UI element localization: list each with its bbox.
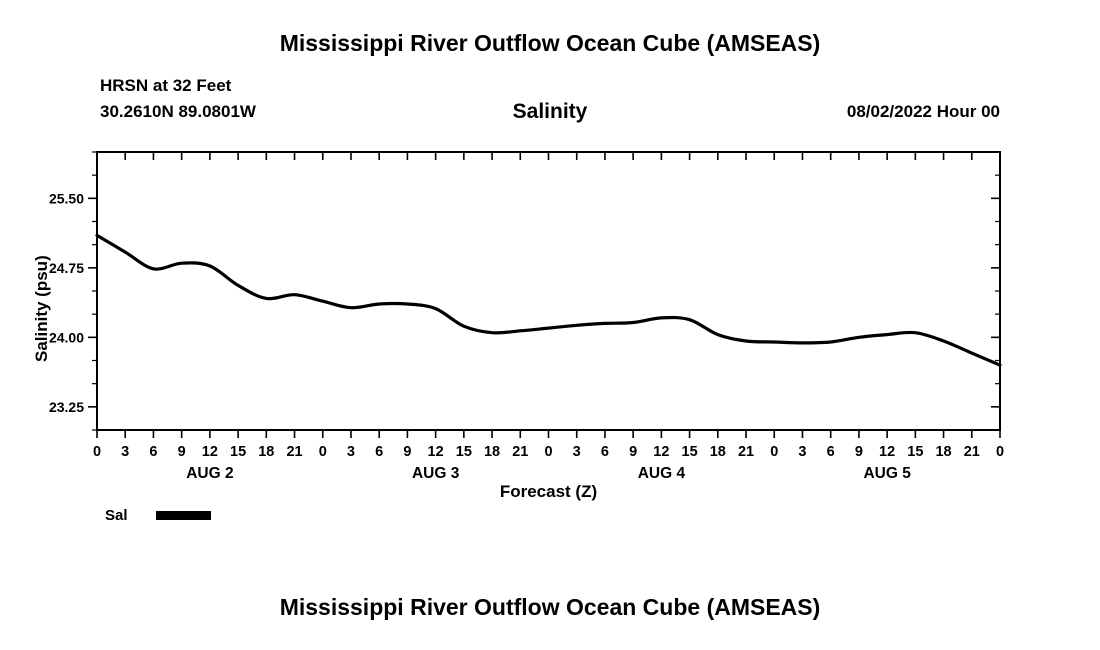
day-label: AUG 2 [186, 465, 233, 482]
salinity-line [95, 233, 1002, 367]
x-tick-label: 0 [996, 444, 1004, 460]
x-tick-label: 12 [202, 444, 218, 460]
x-tick-label: 21 [738, 444, 754, 460]
x-axis-label: Forecast (Z) [499, 482, 598, 501]
datetime-label: 08/02/2022 Hour 00 [846, 102, 1000, 121]
x-tick-label: 6 [375, 444, 383, 460]
x-tick-label: 0 [770, 444, 778, 460]
coordinates-label: 30.2610N 89.0801W [100, 102, 256, 121]
x-tick-label: 3 [347, 444, 355, 460]
x-tick-label: 18 [935, 444, 951, 460]
x-tick-label: 12 [879, 444, 895, 460]
x-tick-label: 6 [827, 444, 835, 460]
y-axis-label: Salinity (psu) [32, 255, 51, 362]
x-tick-label: 9 [855, 444, 863, 460]
x-tick-label: 18 [710, 444, 726, 460]
x-tick-label: 9 [403, 444, 411, 460]
x-tick-label: 6 [149, 444, 157, 460]
y-tick-label: 24.75 [49, 260, 84, 276]
day-label: AUG 5 [863, 465, 911, 482]
x-tick-label: 15 [230, 444, 246, 460]
x-tick-label: 15 [456, 444, 472, 460]
y-tick-label: 25.50 [49, 190, 84, 206]
x-tick-label: 9 [178, 444, 186, 460]
day-label: AUG 4 [638, 465, 686, 482]
x-tick-label: 12 [653, 444, 669, 460]
station-label: HRSN at 32 Feet [100, 76, 232, 95]
x-tick-label: 9 [629, 444, 637, 460]
day-label: AUG 3 [412, 465, 460, 482]
footer-title: Mississippi River Outflow Ocean Cube (AM… [279, 594, 821, 620]
x-tick-label: 6 [601, 444, 609, 460]
variable-title: Salinity [512, 100, 588, 123]
legend-label: Sal [105, 507, 128, 524]
x-tick-label: 18 [258, 444, 274, 460]
x-tick-label: 0 [544, 444, 552, 460]
x-tick-label: 18 [484, 444, 500, 460]
chart-title: Mississippi River Outflow Ocean Cube (AM… [279, 30, 821, 56]
x-tick-label: 21 [286, 444, 302, 460]
y-tick-label: 23.25 [49, 399, 84, 415]
x-tick-label: 15 [907, 444, 923, 460]
legend: Sal [105, 507, 211, 524]
x-tick-label: 21 [964, 444, 980, 460]
plot-frame [96, 151, 1001, 431]
x-tick-label: 3 [121, 444, 129, 460]
x-tick-label: 0 [93, 444, 101, 460]
x-tick-label: 3 [798, 444, 806, 460]
x-tick-label: 12 [428, 444, 444, 460]
x-tick-label: 0 [319, 444, 327, 460]
x-tick-label: 21 [512, 444, 528, 460]
y-tick-label: 24.00 [49, 329, 84, 345]
x-tick-label: 15 [682, 444, 698, 460]
x-tick-label: 3 [573, 444, 581, 460]
legend-swatch [155, 511, 211, 520]
